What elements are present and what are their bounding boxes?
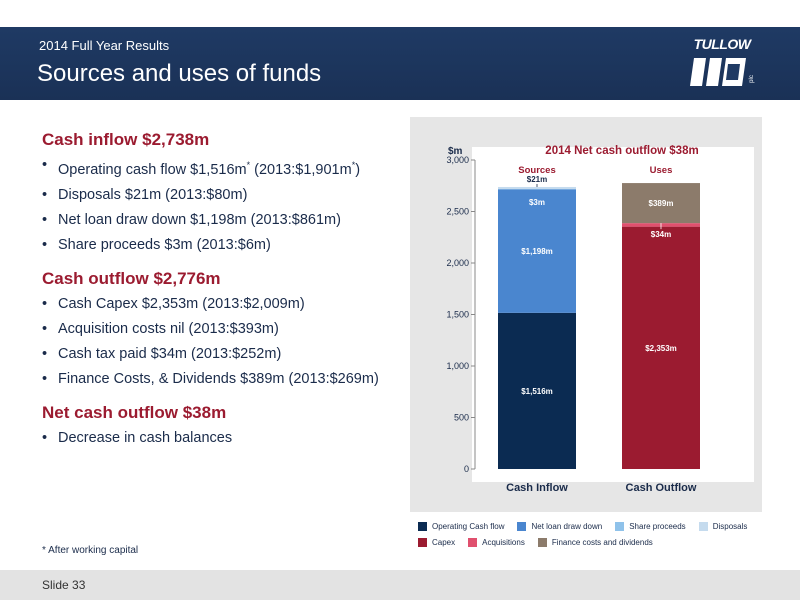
legend-label: Disposals (712, 522, 748, 531)
legend-item: Operating Cash flow (418, 522, 504, 531)
data-label: $2,353m (645, 344, 677, 353)
y-tick-label: 3,000 (446, 155, 469, 165)
legend-item: Share proceeds (615, 522, 686, 531)
page-title: Sources and uses of funds (37, 60, 322, 87)
bar-segment (498, 189, 576, 313)
data-label: $34m (651, 230, 671, 239)
data-label: $3m (529, 198, 545, 207)
slide-number: Slide 33 (42, 578, 86, 592)
category-header: Sources (518, 165, 556, 176)
y-tick-label: 2,000 (446, 258, 469, 268)
legend-swatch (615, 522, 625, 531)
bullet-item: Decrease in cash balances (42, 429, 392, 448)
legend-item: Net loan draw down (517, 522, 602, 531)
y-axis-label: $m (448, 146, 463, 157)
y-tick-label: 500 (454, 413, 469, 423)
stacked-bar-chart: 0 500 1,000 1,500 2,000 2,500 3,000$m 2014 Net … (446, 145, 754, 494)
section-title: Cash inflow $2,738m (42, 130, 210, 149)
data-label: $21m (527, 175, 547, 184)
legend-swatch (418, 522, 427, 531)
legend-label: Share proceeds (629, 522, 686, 531)
bullet-item: Cash Capex $2,353m (2013:$2,009m) (42, 295, 392, 314)
legend-row: Operating Cash flow Net loan draw down Sha… (418, 522, 763, 531)
category-header: Uses (650, 165, 673, 176)
legend-swatch (418, 538, 427, 547)
header-bar (0, 27, 800, 100)
bullet-list: Decrease in cash balances (42, 429, 392, 448)
data-label: $389m (649, 199, 674, 208)
y-tick-label: 1,500 (446, 310, 469, 320)
bullet-list: Cash Capex $2,353m (2013:$2,009m) Acquisi… (42, 295, 392, 389)
legend-label: Net loan draw down (531, 522, 603, 531)
bar-segment (498, 186, 576, 190)
bullet-item: Acquisition costs nil (2013:$393m) (42, 320, 392, 339)
footnote: * After working capital (42, 545, 139, 556)
logo-text: TULLOW (693, 36, 751, 52)
section-title: Cash outflow $2,776m (42, 268, 221, 288)
logo-suffix: plc (748, 75, 755, 83)
chart-title: 2014 Net cash outflow $38m (545, 145, 698, 157)
y-tick-label: 1,000 (446, 361, 469, 371)
logo-mark-icon (690, 58, 746, 86)
bullet-item: Net loan draw down $1,198m (2013:$861m) (42, 211, 392, 230)
legend-swatch (698, 522, 708, 531)
data-label: $1,516m (521, 387, 553, 396)
header-subtitle: 2014 Full Year Results (39, 38, 170, 53)
legend-item: Capex (418, 538, 455, 547)
section-title: Net cash outflow $38m (42, 402, 227, 422)
legend-item: Disposals (698, 522, 748, 531)
bullet-list: Operating cash flow $1,516m* (2013:$1,90… (42, 156, 392, 255)
legend-swatch (468, 538, 478, 547)
legend-item: Acquisitions (468, 538, 525, 547)
bullet-item: Operating cash flow $1,516m* (2013:$1,90… (42, 156, 392, 180)
legend-label: Capex (432, 538, 456, 547)
legend-label: Acquisitions (482, 538, 525, 547)
bullet-item: Finance Costs, & Dividends $389m (2013:$… (42, 370, 392, 389)
text-column: Cash inflow $2,738m Operating cash flow $… (42, 130, 392, 462)
legend-row: Capex Acquisitions Finance costs and divid… (418, 538, 763, 547)
data-label: $1,198m (521, 247, 553, 256)
bullet-item: Share proceeds $3m (2013:$6m) (42, 236, 392, 255)
legend-item: Finance costs and dividends (537, 538, 653, 547)
x-tick-label: Cash Inflow (506, 482, 568, 494)
legend-label: Operating Cash flow (432, 522, 505, 531)
legend-swatch (537, 538, 547, 547)
legend-label: Finance costs and dividends (551, 538, 653, 547)
y-tick-label: 2,500 (446, 207, 469, 217)
x-tick-label: Cash Outflow (626, 482, 697, 494)
bar-segment (498, 312, 576, 469)
footer-bar (0, 570, 800, 600)
chart-legend: Operating Cash flow Net loan draw down Sha… (418, 522, 763, 554)
bullet-item: Disposals $21m (2013:$80m) (42, 186, 392, 205)
bar-segment (622, 226, 700, 469)
tullow-logo: TULLOW plc (688, 36, 756, 94)
bar-segment (622, 183, 700, 224)
bullet-item: Cash tax paid $34m (2013:$252m) (42, 345, 392, 364)
legend-swatch (517, 522, 527, 531)
y-tick-label: 0 (464, 464, 469, 474)
